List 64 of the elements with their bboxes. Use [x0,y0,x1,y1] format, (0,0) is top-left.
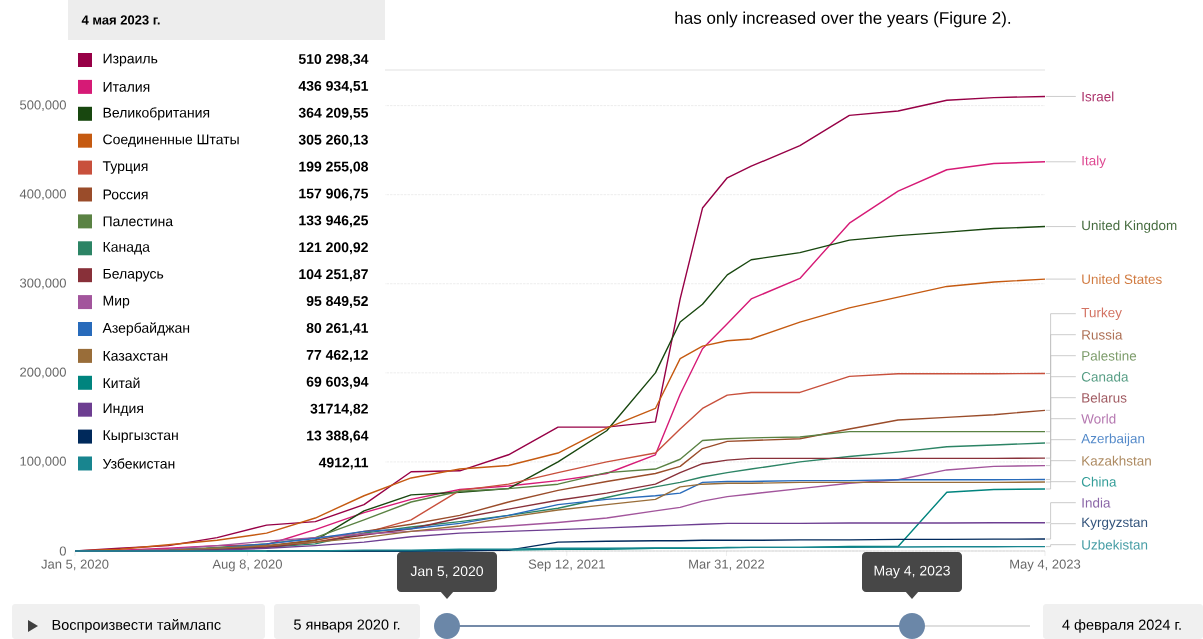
text: United States [1082,274,1162,285]
text: 4 февраля 2024 г. [1062,619,1181,633]
text: Italy [1082,155,1106,169]
text: India [1082,497,1111,508]
annotation: Азербайджан [102,322,190,336]
annotation: 436 934,51 [298,80,369,93]
annotation: Мир [103,295,130,309]
annotation: 104 251,87 [299,269,368,282]
x-tick-label: May 4, 2023 [1010,559,1081,572]
y-tick-label: 500,000 [20,100,66,111]
annotation: Канада [103,242,150,255]
annotation: Россия [103,189,148,200]
x-tick-label: Jan 5, 2020 [41,559,109,571]
text: Israel [1082,91,1114,102]
x-tick-label: Mar 31, 2022 [689,559,765,571]
text: Uzbekistan [1082,539,1148,550]
text: United Kingdom [1082,220,1177,233]
text: Воспроизвести таймлапс [52,619,221,633]
text: World [1081,413,1116,424]
annotation: Кыргызстан [103,430,178,443]
text: 5 января 2020 г. [294,619,400,633]
y-tick-label: 100,000 [20,456,66,468]
annotation: 121 200,92 [299,242,368,255]
y-tick-label: 0 [59,546,66,556]
text: China [1081,476,1117,487]
annotation: Беларусь [103,268,164,282]
annotation: 31714,82 [310,403,368,416]
annotation: Китай [103,377,140,389]
text: Turkey [1081,307,1122,320]
annotation: Палестина [103,216,174,227]
annotation: 199 255,08 [299,161,369,174]
text: Russia [1082,329,1123,340]
text: has only increased over the years (Figure 2). [675,11,1011,28]
x-tick-label: Sep 12, 2021 [528,559,605,572]
text: 4 мая 2023 г. [81,15,160,25]
annotation: 4912,11 [318,457,369,470]
annotation: Соединенные Штаты [103,134,239,147]
annotation: 133 946,25 [299,215,369,228]
text: Kazakhstan [1082,455,1151,466]
annotation: Индия [103,403,143,416]
annotation: Италия [103,82,150,92]
annotation: 364 209,55 [298,107,369,120]
y-tick-label: 300,000 [19,278,66,290]
annotation: Казахстан [103,351,168,361]
annotation: 95 849,52 [306,296,368,309]
text: Azerbaijan [1081,433,1145,446]
annotation: Великобритания [103,107,210,121]
annotation: 305 260,13 [298,134,368,147]
text: Kyrgyzstan [1082,517,1148,530]
annotation: 157 906,75 [299,188,369,201]
text: Belarus [1082,392,1127,403]
annotation: 13 388,64 [307,430,369,443]
annotation: Турция [102,161,148,174]
text: Израиль [103,53,158,67]
annotation: 77 462,12 [306,349,368,362]
text: Palestine [1082,350,1137,361]
annotation: 69 603,94 [306,376,369,389]
text: Canada [1081,371,1129,382]
y-tick-label: 400,000 [19,189,66,201]
y-tick-label: 200,000 [20,367,66,379]
text: 510 298,34 [298,54,369,66]
annotation: 80 261,41 [306,323,369,335]
x-tick-label: Aug 8, 2020 [212,559,282,572]
annotation: Узбекистан [102,458,175,469]
